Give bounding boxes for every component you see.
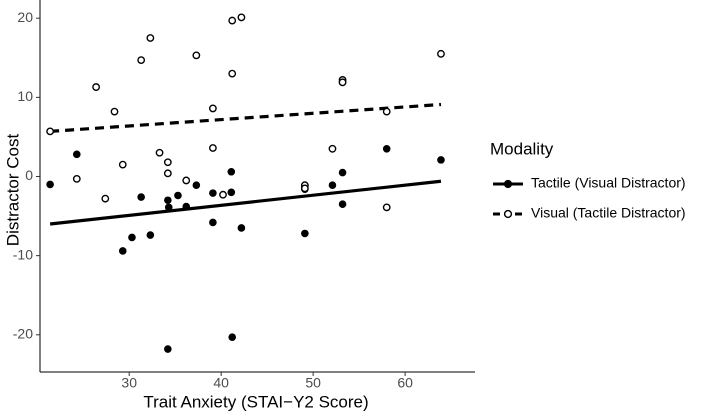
y-tick-label: -20 xyxy=(13,326,33,342)
point xyxy=(437,49,445,58)
point xyxy=(382,107,391,116)
y-axis-title: Distractor Cost xyxy=(3,134,22,247)
point xyxy=(101,194,110,203)
point xyxy=(46,180,54,189)
x-tick-label: 60 xyxy=(397,375,413,391)
point xyxy=(182,176,191,185)
y-tick-label: -10 xyxy=(13,246,33,262)
point xyxy=(155,148,164,157)
y-tick-label: 10 xyxy=(17,88,33,104)
legend-marker xyxy=(503,209,513,219)
point xyxy=(128,233,136,242)
point xyxy=(219,190,227,199)
point xyxy=(163,158,172,167)
point xyxy=(174,191,182,200)
point xyxy=(209,218,217,227)
fit-line xyxy=(50,102,442,133)
point xyxy=(328,181,337,190)
point xyxy=(164,196,172,205)
point xyxy=(227,167,236,176)
point xyxy=(228,16,237,25)
point xyxy=(228,69,237,78)
point xyxy=(328,144,337,153)
point xyxy=(137,193,145,201)
y-tick-label: 20 xyxy=(17,9,33,25)
legend-marker xyxy=(503,179,513,189)
point xyxy=(301,229,309,238)
point xyxy=(146,34,155,42)
x-tick-label: 50 xyxy=(305,375,321,391)
point xyxy=(192,181,201,190)
x-tick-label: 40 xyxy=(213,375,229,391)
point xyxy=(338,200,347,209)
point xyxy=(46,127,55,136)
point xyxy=(208,104,217,113)
point xyxy=(164,203,173,212)
point xyxy=(382,203,391,212)
point xyxy=(300,184,309,193)
point xyxy=(208,144,217,152)
point xyxy=(164,345,172,353)
point xyxy=(237,224,246,232)
point xyxy=(227,188,236,197)
point xyxy=(118,247,127,255)
legend-label: Tactile (Visual Distractor) xyxy=(531,175,686,191)
point xyxy=(118,160,127,169)
point xyxy=(209,189,217,197)
point xyxy=(192,51,201,60)
point xyxy=(72,150,81,159)
x-axis-title: Trait Anxiety (STAI−Y2 Score) xyxy=(143,392,368,411)
point xyxy=(437,156,445,164)
legend-label: Visual (Tactile Distractor) xyxy=(531,205,686,221)
point xyxy=(110,107,119,116)
point xyxy=(137,56,146,65)
point xyxy=(338,78,347,87)
point xyxy=(338,168,347,177)
legend-title: Modality xyxy=(490,139,554,158)
point xyxy=(72,174,81,183)
x-tick-label: 30 xyxy=(121,375,137,391)
point xyxy=(382,145,391,153)
point xyxy=(182,202,191,211)
point xyxy=(237,13,246,22)
point xyxy=(92,83,100,91)
fit-line xyxy=(49,179,442,226)
y-tick-label: 0 xyxy=(25,167,33,183)
point xyxy=(146,231,155,239)
point xyxy=(228,333,237,341)
point xyxy=(163,169,172,178)
